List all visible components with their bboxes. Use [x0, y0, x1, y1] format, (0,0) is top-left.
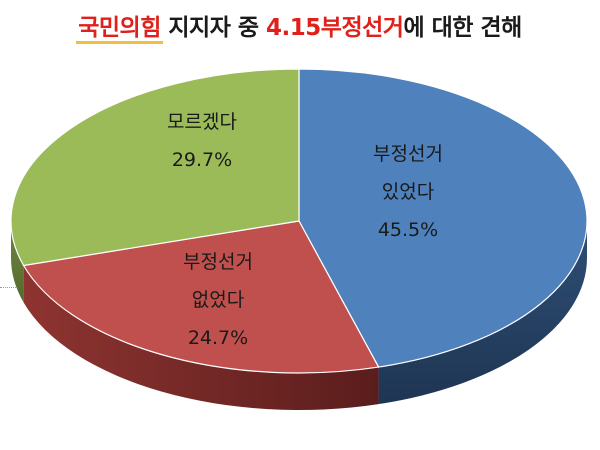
chart-title: 국민의힘 지지자 중 4.15부정선거에 대한 견해	[0, 8, 600, 42]
title-party: 국민의힘	[78, 15, 161, 41]
slice-name-label-1: 없었다	[192, 289, 244, 311]
pie-slice-1	[22, 220, 380, 374]
slice-name-label-2: 모르겠다	[167, 111, 237, 133]
slice-name-label-0: 부정선거	[373, 143, 443, 165]
slice-value-label-2: 29.7%	[172, 149, 232, 171]
title-mid: 지지자 중	[160, 15, 267, 41]
pie-side-2	[11, 221, 24, 303]
slice-value-label-0: 45.5%	[378, 219, 438, 241]
pie-slices	[10, 68, 588, 374]
slice-name-label-1: 부정선거	[183, 251, 253, 273]
pie-side-1	[23, 265, 379, 410]
title-topic: 4.15부정선거	[266, 15, 404, 41]
dotted-guide-line	[0, 287, 22, 288]
pie-3d-sides	[11, 221, 587, 410]
slice-name-label-0: 있었다	[382, 181, 434, 203]
pie-slice-0	[298, 68, 588, 368]
title-tail: 에 대한 견해	[403, 15, 522, 41]
slice-value-label-1: 24.7%	[188, 327, 248, 349]
pie-side-0	[378, 221, 587, 405]
pie-slice-2	[10, 68, 300, 267]
